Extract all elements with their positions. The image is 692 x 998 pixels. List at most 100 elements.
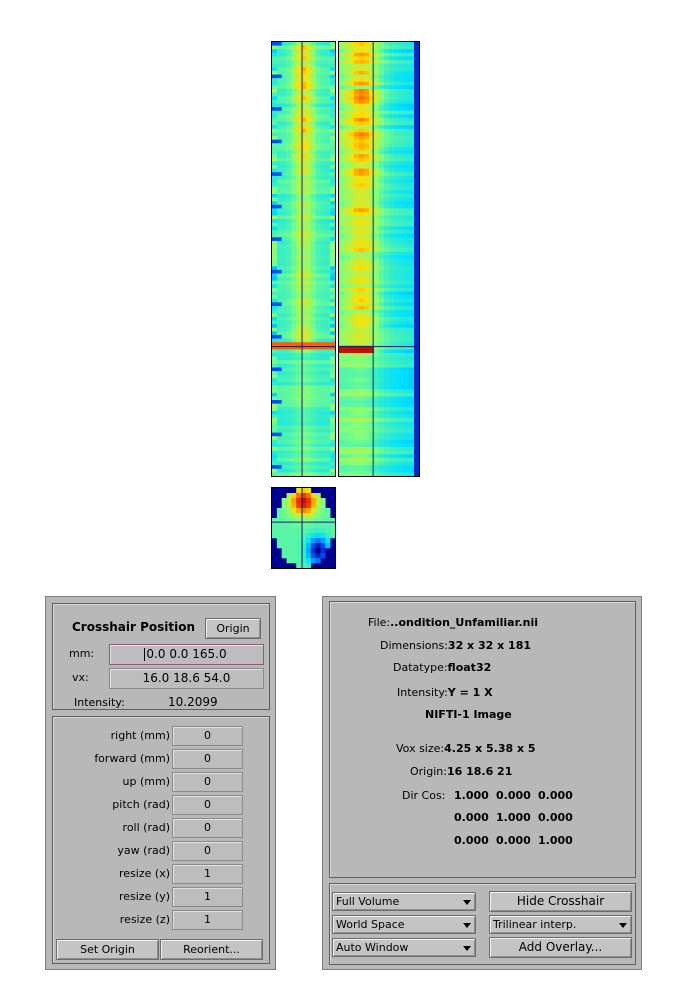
- window-select[interactable]: Auto Window: [332, 938, 476, 957]
- heatmap-cell: [394, 154, 400, 159]
- heatmap-cell: [414, 287, 419, 292]
- heatmap-cell: [394, 179, 400, 184]
- sagittal-view[interactable]: [271, 41, 336, 477]
- heatmap-cell: [404, 363, 410, 368]
- axial-view[interactable]: [271, 487, 336, 569]
- heatmap-cell: [414, 280, 419, 285]
- sagittal-heatmap[interactable]: [272, 42, 335, 476]
- set-origin-button[interactable]: Set Origin: [56, 939, 159, 960]
- heatmap-cell: [379, 204, 385, 209]
- transform-forward-input[interactable]: 0: [172, 749, 243, 769]
- heatmap-cell: [301, 161, 307, 166]
- vx-position-field[interactable]: 16.0 18.6 54.0: [109, 668, 264, 689]
- heatmap-cell: [384, 132, 390, 137]
- heatmap-cell: [305, 396, 312, 401]
- coronal-heatmap[interactable]: [339, 42, 419, 476]
- heatmap-cell: [354, 472, 360, 476]
- heatmap-cell: [414, 428, 419, 433]
- heatmap-cell: [379, 211, 385, 216]
- heatmap-cell: [305, 353, 312, 357]
- transform-roll-input[interactable]: 0: [172, 818, 243, 838]
- coronal-view[interactable]: [338, 41, 420, 477]
- heatmap-cell: [409, 374, 415, 379]
- heatmap-cell: [399, 428, 405, 433]
- heatmap-cell: [379, 74, 385, 79]
- heatmap-cell: [404, 447, 410, 451]
- heatmap-cell: [384, 374, 390, 379]
- heatmap-cell: [339, 334, 345, 339]
- heatmap-cell: [286, 175, 292, 180]
- heatmap-cell: [384, 269, 390, 274]
- heatmap-cell: [389, 96, 395, 101]
- heatmap-cell: [384, 143, 390, 148]
- heatmap-cell: [359, 345, 365, 350]
- heatmap-cell: [296, 74, 302, 79]
- transform-resize-z-input[interactable]: 1: [172, 910, 243, 930]
- heatmap-cell: [404, 157, 410, 162]
- heatmap-cell: [310, 324, 316, 329]
- hide-crosshair-button[interactable]: Hide Crosshair: [489, 891, 632, 912]
- heatmap-cell: [305, 295, 312, 300]
- heatmap-cell: [364, 349, 370, 354]
- heatmap-cell: [349, 215, 355, 220]
- heatmap-cell: [291, 63, 297, 68]
- heatmap-cell: [296, 280, 302, 285]
- heatmap-cell: [374, 117, 380, 122]
- heatmap-cell: [305, 121, 312, 126]
- reorient-button[interactable]: Reorient...: [160, 939, 263, 960]
- heatmap-cell: [281, 280, 287, 285]
- heatmap-cell: [325, 320, 331, 325]
- heatmap-cell: [272, 175, 278, 180]
- heatmap-cell: [359, 316, 365, 321]
- volume-select[interactable]: Full Volume: [332, 892, 476, 911]
- heatmap-cell: [296, 237, 302, 242]
- heatmap-cell: [414, 309, 419, 314]
- axial-heatmap[interactable]: [272, 488, 335, 568]
- transform-resize-y-input[interactable]: 1: [172, 887, 243, 907]
- space-select[interactable]: World Space: [332, 915, 476, 934]
- heatmap-cell: [369, 85, 375, 90]
- heatmap-cell: [339, 110, 345, 115]
- heatmap-cell: [286, 215, 292, 220]
- heatmap-cell: [315, 378, 321, 383]
- heatmap-cell: [315, 313, 321, 318]
- heatmap-cell: [296, 493, 302, 499]
- transform-resize-x-input[interactable]: 1: [172, 864, 243, 884]
- heatmap-cell: [339, 226, 345, 231]
- heatmap-cell: [369, 457, 375, 462]
- heatmap-cell: [310, 298, 316, 303]
- heatmap-cell: [276, 262, 282, 267]
- transform-up-input[interactable]: 0: [172, 772, 243, 792]
- interpolation-select[interactable]: Trilinear interp.: [489, 915, 632, 934]
- heatmap-cell: [409, 255, 415, 260]
- heatmap-cell: [301, 70, 307, 75]
- mm-position-field[interactable]: 0.0 0.0 165.0: [109, 644, 264, 665]
- heatmap-cell: [276, 454, 282, 459]
- heatmap-cell: [305, 360, 312, 365]
- heatmap-cell: [301, 266, 307, 271]
- heatmap-cell: [301, 324, 307, 329]
- heatmap-cell: [305, 208, 312, 213]
- heatmap-cell: [404, 219, 410, 224]
- transform-pitch-input[interactable]: 0: [172, 795, 243, 815]
- heatmap-cell: [296, 558, 302, 564]
- heatmap-cell: [339, 410, 345, 415]
- heatmap-cell: [276, 222, 282, 227]
- origin-button[interactable]: Origin: [205, 618, 261, 639]
- heatmap-cell: [389, 251, 395, 256]
- heatmap-cell: [281, 186, 287, 191]
- heatmap-cell: [325, 96, 331, 101]
- transform-yaw-input[interactable]: 0: [172, 841, 243, 861]
- heatmap-cell: [301, 215, 307, 220]
- heatmap-cell: [310, 378, 316, 383]
- heatmap-cell: [389, 356, 395, 361]
- heatmap-cell: [354, 320, 360, 325]
- heatmap-cell: [330, 240, 335, 245]
- heatmap-cell: [344, 353, 350, 357]
- heatmap-cell: [399, 378, 405, 383]
- add-overlay-button[interactable]: Add Overlay...: [489, 937, 632, 958]
- heatmap-cell: [379, 186, 385, 191]
- heatmap-cell: [384, 56, 390, 61]
- transform-right-input[interactable]: 0: [172, 726, 243, 746]
- interpolation-select-value: Trilinear interp.: [493, 918, 577, 931]
